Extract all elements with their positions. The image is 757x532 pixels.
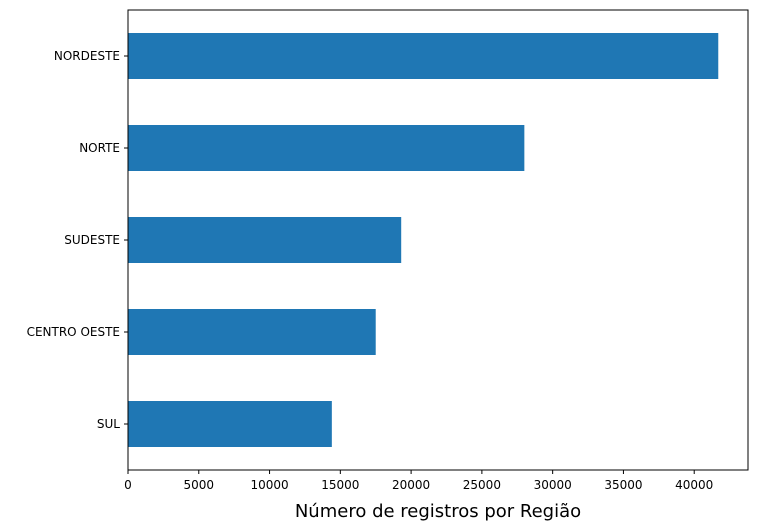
y-tick-label: NORDESTE bbox=[54, 49, 120, 63]
bar-sul bbox=[128, 401, 332, 447]
x-tick-label: 35000 bbox=[604, 478, 642, 492]
bar-centro-oeste bbox=[128, 309, 376, 355]
x-tick-label: 10000 bbox=[250, 478, 288, 492]
bar-norte bbox=[128, 125, 525, 171]
y-tick-label: CENTRO OESTE bbox=[27, 325, 120, 339]
y-tick-label: NORTE bbox=[79, 141, 120, 155]
x-axis-title: Número de registros por Região bbox=[295, 501, 581, 522]
plot-frame bbox=[127, 9, 749, 471]
y-tick-label: SUL bbox=[97, 417, 120, 431]
x-axis-ticks: 0 5000 10000 15000 20000 25000 30000 35000 40000 bbox=[124, 470, 713, 492]
x-tick-label: 15000 bbox=[321, 478, 359, 492]
x-tick-label: 0 bbox=[124, 478, 132, 492]
x-tick-label: 25000 bbox=[463, 478, 501, 492]
bars-group bbox=[128, 33, 719, 447]
x-tick-label: 40000 bbox=[675, 478, 713, 492]
bar-nordeste bbox=[128, 33, 719, 79]
x-tick-label: 20000 bbox=[392, 478, 430, 492]
y-tick-label: SUDESTE bbox=[64, 233, 120, 247]
x-tick-label: 30000 bbox=[534, 478, 572, 492]
x-tick-label: 5000 bbox=[184, 478, 215, 492]
y-axis-ticks: NORDESTE NORTE SUDESTE CENTRO OESTE SUL bbox=[27, 49, 128, 431]
bar-sudeste bbox=[128, 217, 402, 263]
